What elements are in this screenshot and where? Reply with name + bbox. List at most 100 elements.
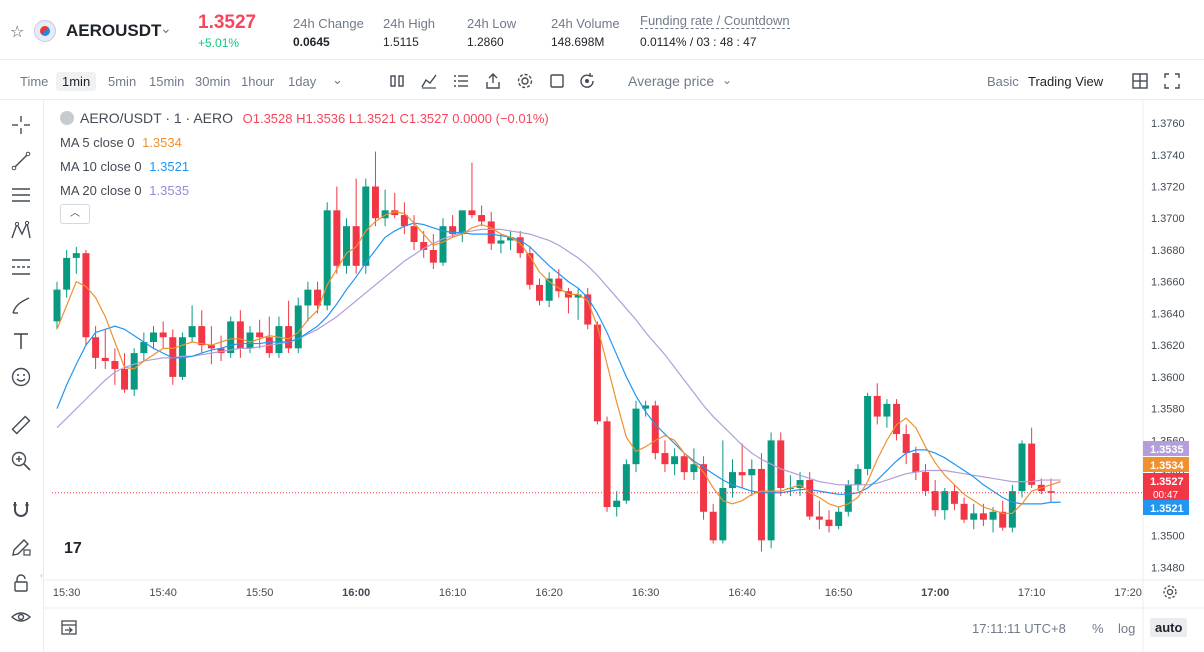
- candle-body: [796, 480, 804, 488]
- legend-ohlc: O1.3528 H1.3536 L1.3521 C1.3527 0.0000 (…: [242, 111, 549, 126]
- y-tick-label: 1.3760: [1151, 118, 1185, 130]
- candle-body: [516, 237, 524, 254]
- eye-icon[interactable]: [10, 606, 32, 628]
- date-range-icon[interactable]: [60, 618, 78, 636]
- emoji-icon[interactable]: [10, 366, 32, 388]
- candle-body: [815, 516, 823, 520]
- price-change-pct: +5.01%: [198, 36, 240, 50]
- list-icon[interactable]: [452, 72, 470, 90]
- stat-24h-low: 24h Low 1.2860: [467, 16, 516, 49]
- log-scale-toggle[interactable]: log: [1118, 621, 1136, 636]
- price-type-chevron-icon[interactable]: ⌄: [722, 73, 733, 87]
- stat-value: 1.2860: [467, 35, 504, 49]
- fullscreen-box-icon[interactable]: [548, 72, 566, 90]
- timeframe-1day[interactable]: 1day: [288, 74, 317, 89]
- axis-settings-gear-icon[interactable]: [1162, 584, 1178, 600]
- candle-body: [642, 405, 650, 409]
- candle-body: [429, 249, 437, 263]
- percent-scale-toggle[interactable]: %: [1092, 621, 1104, 636]
- candle-body: [729, 472, 736, 488]
- symbol-name[interactable]: AEROUSDT: [66, 21, 162, 40]
- candle-body: [902, 434, 910, 454]
- candle-body: [497, 240, 505, 244]
- grid-layout-icon[interactable]: [1131, 72, 1149, 90]
- x-tick-label: 17:10: [1018, 587, 1046, 599]
- candle-body: [72, 253, 80, 258]
- candle-body: [651, 405, 659, 454]
- chart-toolbar: Time 1min 5min 15min 30min 1hour 1day ⌄ …: [0, 64, 1204, 100]
- refresh-icon[interactable]: [578, 72, 596, 90]
- indicators-icon[interactable]: [420, 72, 438, 90]
- candle-body: [227, 321, 235, 354]
- candle-body: [844, 484, 852, 512]
- collapse-toolbar-chevron-icon[interactable]: ‹: [40, 570, 43, 580]
- stat-funding-rate[interactable]: Funding rate / Countdown 0.0114% / 03 : …: [640, 13, 790, 49]
- x-tick-label: 15:40: [149, 587, 177, 599]
- stat-24h-change: 24h Change 0.0645: [293, 16, 364, 49]
- candle-body: [680, 456, 688, 473]
- view-trading-view[interactable]: Trading View: [1028, 74, 1104, 89]
- candle-body: [285, 326, 293, 349]
- gear-icon[interactable]: [516, 72, 534, 90]
- timeframe-time[interactable]: Time: [20, 74, 49, 89]
- pattern-icon[interactable]: [10, 220, 32, 242]
- candle-body: [931, 491, 939, 511]
- candle-body: [101, 357, 109, 362]
- crosshair-icon[interactable]: [10, 114, 32, 136]
- chevron-down-icon[interactable]: ⌄: [160, 20, 172, 36]
- chart-area[interactable]: 1.3760 1.3740 1.3720 1.3700 1.3680 1.3660 1.36…: [44, 100, 1204, 652]
- legend-collapse-button[interactable]: ︿: [60, 204, 90, 224]
- ma-label: MA 5 close 0: [60, 135, 135, 150]
- candle-body: [246, 332, 254, 349]
- share-icon[interactable]: [484, 72, 502, 90]
- candle-body: [63, 257, 71, 290]
- fib-retracement-icon[interactable]: [10, 256, 32, 278]
- auto-scale-toggle[interactable]: auto: [1150, 618, 1188, 637]
- price-axis-tag-text: 1.3535: [1150, 444, 1184, 456]
- brush-icon[interactable]: [10, 294, 32, 316]
- candle-body: [400, 215, 408, 227]
- favorite-star-icon[interactable]: ☆: [10, 24, 25, 41]
- timeframe-30min[interactable]: 30min: [195, 74, 231, 89]
- candle-body: [458, 210, 466, 235]
- horizontal-lines-icon[interactable]: [10, 184, 32, 206]
- trend-line-icon[interactable]: [10, 150, 32, 172]
- price-type-select[interactable]: Average price: [628, 73, 715, 89]
- candle-body: [603, 421, 611, 508]
- tradingview-logo: 17: [64, 540, 82, 557]
- x-tick-label: 16:40: [728, 587, 756, 599]
- ruler-icon[interactable]: [10, 414, 32, 436]
- candle-type-icon[interactable]: [388, 72, 406, 90]
- timeframe-1min[interactable]: 1min: [56, 72, 97, 91]
- price-chart[interactable]: 1.3760 1.3740 1.3720 1.3700 1.3680 1.3660 1.36…: [44, 100, 1204, 652]
- candle-body: [574, 294, 582, 298]
- timeframe-5min[interactable]: 5min: [108, 74, 137, 89]
- candle-body: [912, 453, 920, 473]
- candle-body: [970, 513, 978, 520]
- expand-icon[interactable]: [1163, 72, 1181, 90]
- magnet-icon[interactable]: [10, 498, 32, 520]
- timeframe-15min[interactable]: 15min: [149, 74, 185, 89]
- text-tool-icon[interactable]: [10, 330, 32, 352]
- candle-body: [410, 226, 418, 243]
- lock-icon[interactable]: [10, 572, 32, 594]
- zoom-in-icon[interactable]: [10, 450, 32, 472]
- pencil-lock-icon[interactable]: [10, 536, 32, 558]
- timezone-clock[interactable]: 17:11:11 UTC+8: [972, 621, 1066, 636]
- candle-body: [1028, 443, 1036, 485]
- view-basic[interactable]: Basic: [987, 74, 1019, 89]
- y-tick-label: 1.3600: [1151, 372, 1185, 384]
- aero-coin-icon: [34, 20, 56, 42]
- timeframe-more-chevron-icon[interactable]: ⌄: [332, 72, 343, 87]
- candle-body: [487, 221, 495, 244]
- candle-body: [294, 305, 302, 349]
- timeframe-1hour[interactable]: 1hour: [241, 74, 275, 89]
- price-axis-tag-text: 1.3521: [1150, 503, 1184, 515]
- ma-value: 1.3535: [149, 183, 190, 198]
- candle-body: [854, 468, 862, 485]
- candle-body: [256, 332, 264, 338]
- candle-body: [275, 326, 283, 354]
- candle-body: [999, 511, 1007, 528]
- legend-title: AERO/USDT · 1 · AERO: [80, 110, 233, 126]
- candle-body: [362, 186, 370, 266]
